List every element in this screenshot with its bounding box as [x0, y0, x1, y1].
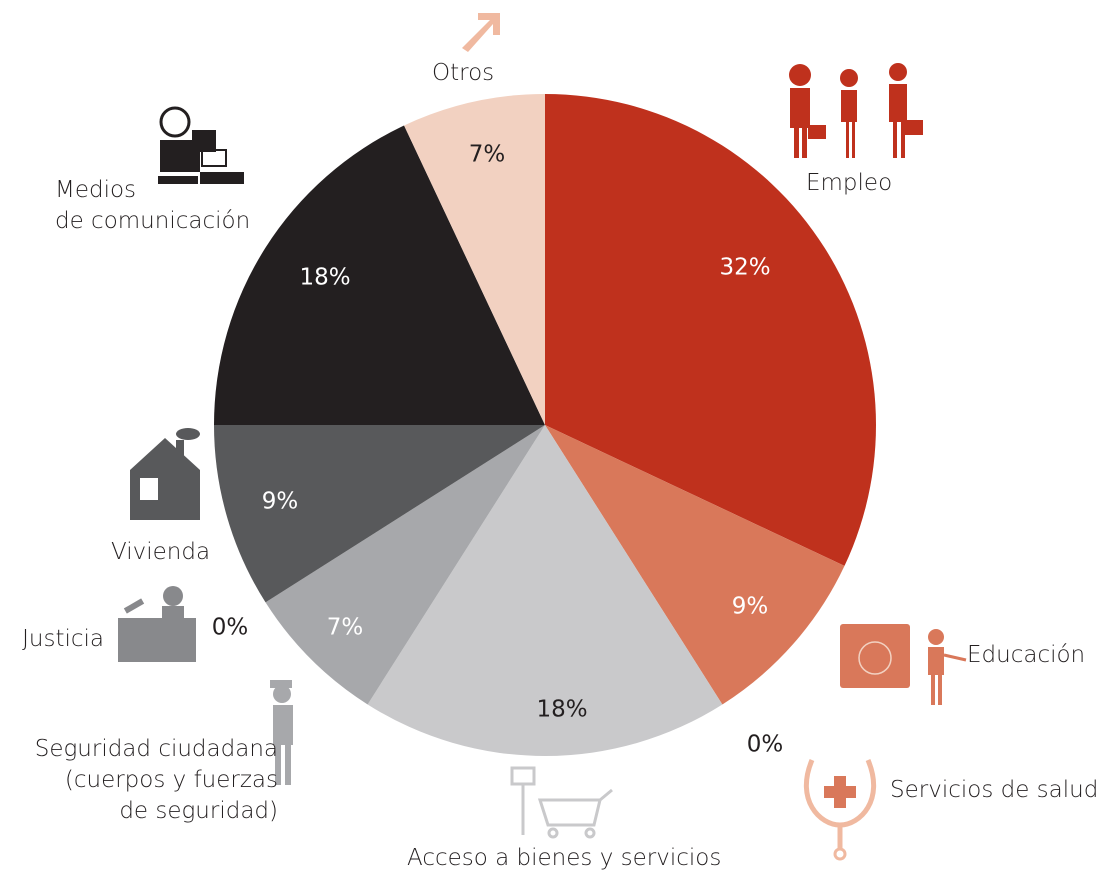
icon-justicia — [118, 586, 196, 662]
pie-slice — [265, 425, 545, 705]
category-label: Otros — [432, 60, 495, 86]
value-label: 9% — [262, 489, 299, 515]
category-label: Educación — [967, 642, 1086, 668]
value-label: 7% — [327, 615, 364, 641]
value-label: 9% — [732, 594, 769, 620]
category-label: Medios de comunicación — [55, 177, 251, 234]
icon-otros — [462, 13, 500, 52]
icon-empleo — [789, 63, 923, 158]
category-label: Vivienda — [111, 539, 211, 565]
value-label: 32% — [719, 255, 770, 281]
icon-medios — [158, 106, 244, 184]
pie-slice — [545, 425, 845, 705]
icon-educacion — [840, 624, 967, 705]
icon-smoke — [176, 428, 200, 440]
value-label: 0% — [747, 732, 784, 758]
icon-chimney — [176, 440, 184, 456]
value-label: 18% — [536, 697, 587, 723]
pie-slice — [214, 125, 545, 425]
pie-slice — [367, 425, 723, 756]
icon-acceso — [510, 766, 613, 839]
icon-seguridad — [270, 680, 293, 785]
value-label: 18% — [299, 265, 350, 291]
icons — [118, 13, 967, 861]
value-label: 0% — [212, 615, 249, 641]
category-label: Justicia — [22, 626, 104, 652]
category-label: Empleo — [806, 170, 893, 196]
icon-window — [140, 478, 158, 500]
icon-salud — [803, 759, 877, 861]
category-label: Seguridad ciudadana (cuerpos y fuerzas d… — [34, 736, 278, 824]
category-label: Acceso a bienes y servicios — [407, 845, 722, 871]
pie-slice — [404, 94, 545, 425]
category-label: Servicios de salud — [890, 777, 1099, 803]
pie-slice — [545, 94, 877, 566]
pie-slice — [214, 425, 545, 603]
value-label: 7% — [469, 142, 506, 168]
